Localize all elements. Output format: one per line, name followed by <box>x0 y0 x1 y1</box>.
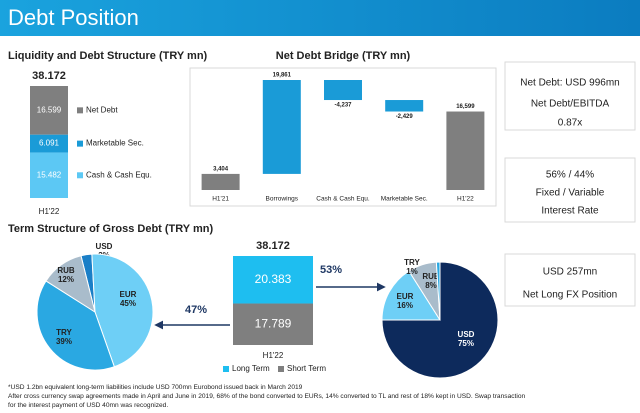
x-tick-label: Cash & Cash Equ. <box>316 196 370 203</box>
bar <box>262 80 301 174</box>
slice-value: 12% <box>58 275 74 284</box>
slice-label: RUB <box>57 266 75 275</box>
footnote: for the interest payment of USD 40mn was… <box>8 402 168 409</box>
legend-swatch <box>77 140 83 147</box>
pie-slice <box>36 280 115 371</box>
slice-value: 75% <box>458 339 474 348</box>
info-text: Interest Rate <box>541 206 599 217</box>
data-label: 17.789 <box>255 316 292 330</box>
bar-segment <box>233 256 313 304</box>
slice-value: 39% <box>56 337 72 346</box>
x-tick-label: H1'22 <box>263 351 284 360</box>
pie-slice <box>381 261 499 379</box>
info-box <box>504 157 636 223</box>
bar <box>446 111 485 190</box>
data-label: -4,237 <box>334 103 352 109</box>
data-label: 19,861 <box>273 73 292 79</box>
chart-title: Net Debt Bridge (TRY mn) <box>276 50 411 62</box>
x-tick-label: Marketable Sec. <box>381 196 428 203</box>
bar <box>385 100 424 112</box>
legend-swatch <box>223 366 229 372</box>
legend-swatch <box>77 172 83 179</box>
slice-value: 45% <box>120 299 136 308</box>
pie-slice <box>45 255 96 314</box>
header-bar <box>0 0 640 36</box>
slice-label: USD <box>96 242 113 251</box>
info-text: Net Debt: USD 996mn <box>520 78 620 89</box>
annotation: 53% <box>320 264 342 276</box>
chart-title: Term Structure of Gross Debt (TRY mn) <box>8 223 213 235</box>
legend-swatch <box>278 366 284 372</box>
slice-label: USD <box>458 330 475 339</box>
legend-label: Net Debt <box>86 105 118 114</box>
data-label: 15.482 <box>37 170 62 179</box>
chart-title: Liquidity and Debt Structure (TRY mn) <box>8 50 208 62</box>
legend-label: Cash & Cash Equ. <box>86 170 152 179</box>
info-text: Net Long FX Position <box>523 290 618 301</box>
x-tick-label: H1'22 <box>457 196 474 203</box>
footnote: After cross currency swap agreements mad… <box>8 393 525 400</box>
data-label: 20.383 <box>255 272 292 286</box>
info-text: USD 257mn <box>543 267 597 278</box>
x-tick-label: H1'22 <box>39 207 60 216</box>
bar <box>324 80 362 101</box>
slice-label: EUR <box>120 290 137 299</box>
data-label: 3,404 <box>213 166 229 172</box>
slice-label: TRY <box>404 258 420 267</box>
bar-segment <box>30 86 68 135</box>
info-box <box>504 61 636 131</box>
data-label: 16,599 <box>456 104 475 110</box>
x-tick-label: Borrowings <box>266 196 299 203</box>
annotation: 47% <box>185 304 207 316</box>
total-label: 38.172 <box>256 240 290 252</box>
info-box <box>504 253 636 307</box>
slice-value: 8% <box>425 281 437 290</box>
pie-slice <box>381 270 441 321</box>
legend-label: Short Term <box>287 364 326 373</box>
slice-label: RUB <box>422 272 440 281</box>
bar-segment <box>30 152 68 198</box>
slice-label: EUR <box>397 292 414 301</box>
info-text: 0.87x <box>558 118 582 129</box>
info-text: Fixed / Variable <box>536 188 605 199</box>
slice-value: 1% <box>406 267 418 276</box>
bar-segment <box>30 134 68 153</box>
bar-segment <box>233 303 313 345</box>
pie-slice <box>435 261 441 321</box>
slice-value: 16% <box>397 301 413 310</box>
data-label: -2,429 <box>396 114 414 120</box>
info-text: Net Debt/EBITDA <box>531 99 610 110</box>
slice-label: TRY <box>56 328 72 337</box>
legend-label: Marketable Sec. <box>86 139 144 148</box>
data-label: 6.091 <box>39 139 60 148</box>
data-label: 16.599 <box>37 105 62 114</box>
legend-swatch <box>77 107 83 114</box>
bar <box>201 173 240 190</box>
info-text: 56% / 44% <box>546 170 594 181</box>
content: Liquidity and Debt Structure (TRY mn) 38.… <box>8 50 620 409</box>
legend-label: Long Term <box>232 364 270 373</box>
x-tick-label: H1'21 <box>212 196 229 203</box>
footnote: *USD 1.2bn equivalent long-term liabilit… <box>8 384 303 391</box>
pie-slice <box>91 253 154 368</box>
total-label: 38.172 <box>32 70 66 82</box>
page-title: Debt Position <box>8 5 139 30</box>
